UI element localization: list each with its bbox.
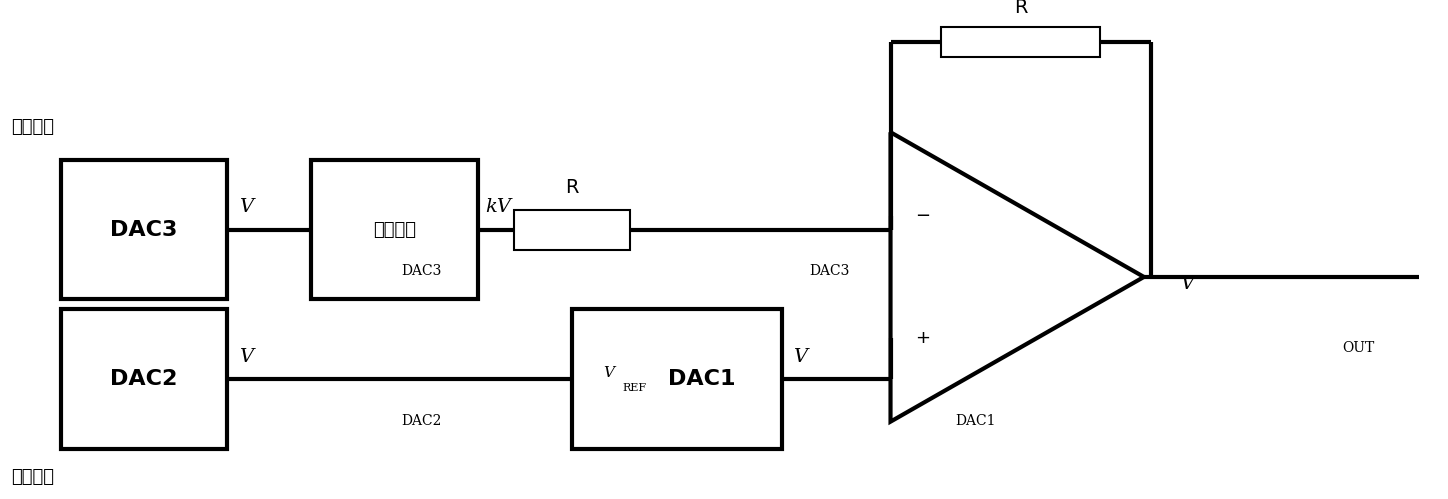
Text: V: V <box>604 366 614 380</box>
Text: V: V <box>794 348 808 366</box>
Text: kV: kV <box>485 198 511 216</box>
Text: 斜率补偿: 斜率补偿 <box>12 468 55 486</box>
Text: V: V <box>239 348 253 366</box>
Bar <box>572 309 782 449</box>
Text: +: + <box>915 329 930 347</box>
Text: OUT: OUT <box>1342 341 1374 355</box>
Text: DAC3: DAC3 <box>110 220 178 240</box>
Text: DAC1: DAC1 <box>956 414 996 428</box>
Text: R: R <box>565 178 579 197</box>
Text: REF: REF <box>623 383 646 393</box>
Text: 偏置补偿: 偏置补偿 <box>12 118 55 136</box>
Bar <box>514 210 630 250</box>
Bar <box>61 160 227 299</box>
Bar <box>311 160 478 299</box>
Bar <box>941 27 1100 57</box>
Text: DAC1: DAC1 <box>669 369 736 389</box>
Text: DAC3: DAC3 <box>809 264 850 278</box>
Text: DAC2: DAC2 <box>110 369 178 389</box>
Text: V: V <box>1180 275 1195 293</box>
Text: 比例变换: 比例变换 <box>374 221 416 239</box>
Text: −: − <box>915 207 930 225</box>
Text: DAC2: DAC2 <box>401 414 442 428</box>
Bar <box>61 309 227 449</box>
Text: DAC3: DAC3 <box>401 264 442 278</box>
Text: V: V <box>239 198 253 216</box>
Text: R: R <box>1014 0 1028 17</box>
